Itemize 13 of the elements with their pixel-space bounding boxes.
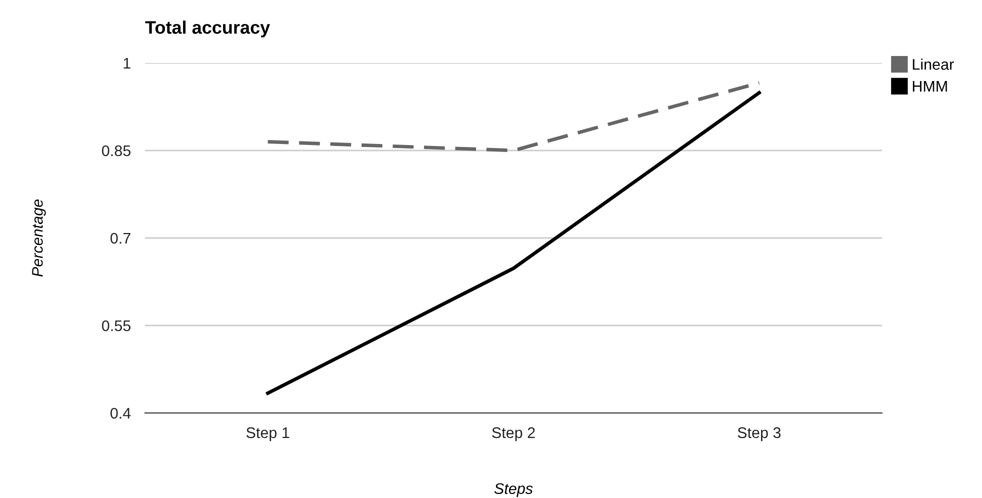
x-tick-label: Step 1 — [246, 427, 290, 442]
chart-title: Total accuracy — [145, 20, 270, 38]
y-tick-label: 0.55 — [102, 320, 130, 332]
y-tick-label: 0.4 — [110, 408, 131, 419]
y-axis-title: Percentage — [32, 199, 46, 277]
legend-label: Linear — [912, 58, 954, 70]
x-tick-label: Step 3 — [738, 427, 781, 442]
y-tick-label: 0.7 — [110, 232, 130, 244]
legend-label: HMM — [912, 81, 947, 92]
x-tick-label: Step 2 — [492, 427, 535, 442]
y-tick-label: 1 — [124, 58, 130, 69]
y-tick-label: 0.85 — [102, 145, 130, 156]
x-axis-title: Steps — [494, 483, 533, 498]
